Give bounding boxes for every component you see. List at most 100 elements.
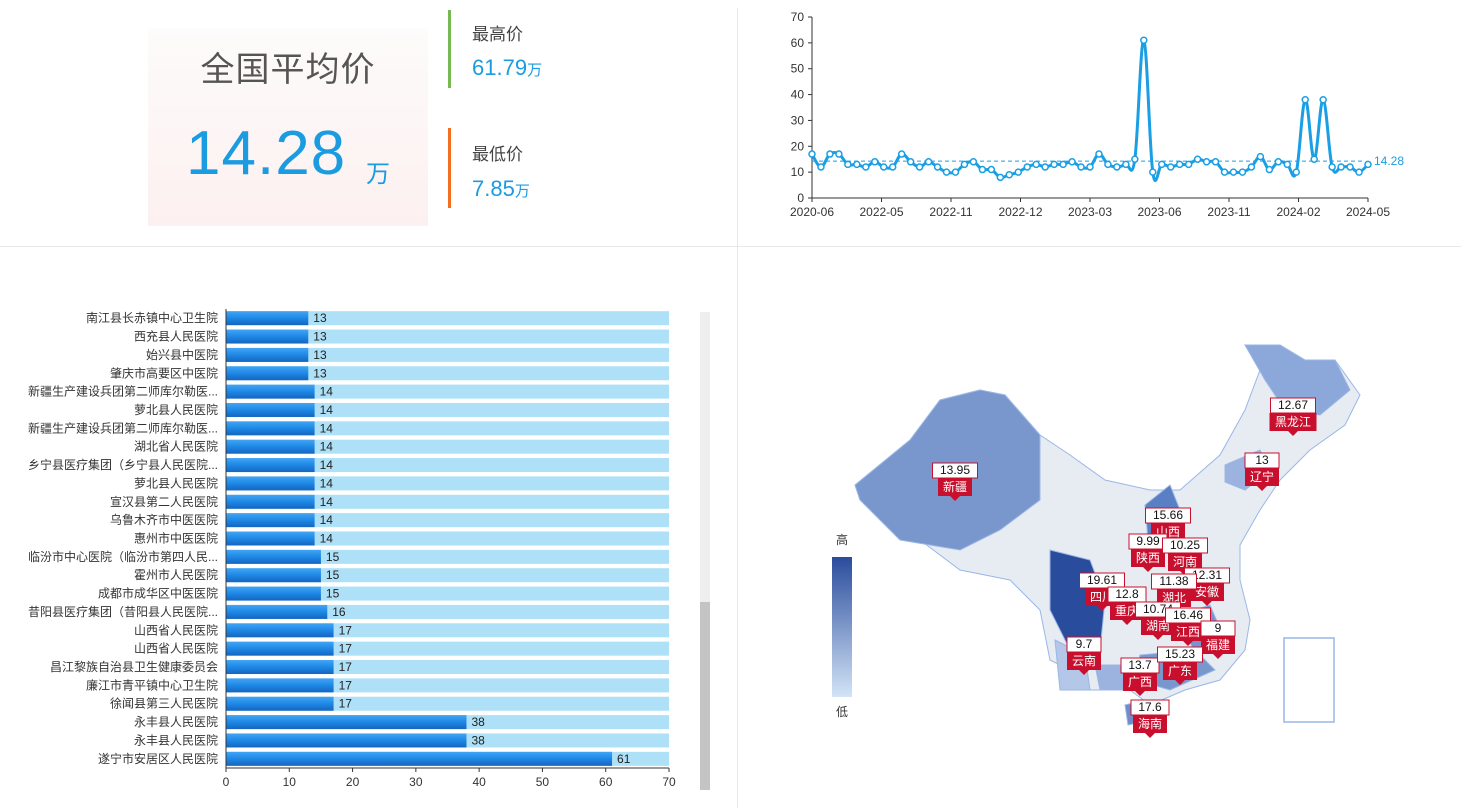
data-point <box>808 150 816 158</box>
map-region-name: 河南 <box>1173 554 1197 569</box>
category-label: 昌江黎族自治县卫生健康委员会 <box>50 659 218 674</box>
data-point <box>1337 163 1345 171</box>
data-point <box>1050 160 1058 169</box>
data-point <box>1274 158 1283 166</box>
bar-value-label: 14 <box>320 440 334 454</box>
map-value-label: 16.46 <box>1173 608 1203 622</box>
data-point <box>1175 160 1184 169</box>
map-pin-tip <box>1288 431 1298 436</box>
y-tick-label: 30 <box>791 113 805 127</box>
map-value-label: 15.66 <box>1153 508 1183 522</box>
category-label: 乡宁县医疗集团（乡宁县人民医院... <box>28 457 218 472</box>
category-label: 山西省人民医院 <box>134 623 218 637</box>
x-tick-label: 2022-11 <box>929 205 972 219</box>
data-point <box>1301 95 1309 104</box>
category-label: 成都市成华区中医医院 <box>98 586 218 601</box>
category-label: 廉江市青平镇中心卫生院 <box>86 677 218 692</box>
data-point <box>897 150 906 158</box>
chart-scrollbar-thumb[interactable] <box>700 602 710 790</box>
map-value-label: 9 <box>1215 621 1222 635</box>
x-tick-label: 30 <box>409 775 423 789</box>
bar-background <box>226 439 669 454</box>
vertical-divider <box>737 8 738 808</box>
chart-scrollbar-track[interactable] <box>700 312 710 790</box>
data-point <box>1157 160 1166 169</box>
price-line <box>810 38 1370 182</box>
bar-value-label: 15 <box>326 568 340 582</box>
map-label: 9.7 云南 <box>1066 636 1102 675</box>
bar <box>226 604 328 619</box>
map-region-name: 新疆 <box>943 479 967 494</box>
map-label: 13.95 新疆 <box>932 462 978 501</box>
bar <box>226 402 315 417</box>
data-point <box>1310 155 1318 163</box>
map-name-box <box>1190 583 1224 601</box>
data-point <box>1166 163 1175 171</box>
average-price-title: 全国平均价 <box>200 51 376 89</box>
bar <box>226 366 309 381</box>
bar-background <box>226 402 669 417</box>
map-value-label: 9.7 <box>1076 637 1093 651</box>
bar <box>226 549 321 564</box>
data-point <box>960 160 969 169</box>
bar-value-label: 14 <box>320 513 334 527</box>
max-price-label: 最高价 <box>472 25 523 44</box>
data-point <box>924 158 933 166</box>
y-tick-label: 10 <box>791 165 805 179</box>
price-trend-line-chart: 0 10 20 30 40 50 60 70 2020-06 2022-05 2022-11 2022… <box>790 10 1404 219</box>
data-point <box>1059 160 1067 169</box>
bar <box>226 568 321 583</box>
map-name-box <box>1201 636 1235 654</box>
map-region-name: 湖北 <box>1162 590 1186 605</box>
map-region-name: 辽宁 <box>1250 469 1274 484</box>
category-label: 乌鲁木齐市中医医院 <box>110 512 218 527</box>
map-pin-tip <box>1122 620 1132 625</box>
category-label: 永丰县人民医院 <box>134 715 218 729</box>
x-tick-label: 50 <box>536 775 550 789</box>
bar <box>226 458 315 473</box>
x-tick-label: 2023-03 <box>1068 205 1112 219</box>
data-point <box>1005 170 1014 179</box>
data-point <box>879 163 888 171</box>
map-value-label: 12.67 <box>1278 398 1308 412</box>
category-label: 湖北省人民医院 <box>134 439 218 454</box>
data-point <box>915 163 924 171</box>
map-region-name: 江西 <box>1176 625 1200 639</box>
bar <box>226 660 334 675</box>
legend-gradient-bar <box>832 557 852 697</box>
y-tick-label: 50 <box>791 62 805 76</box>
map-value-label: 11.38 <box>1159 574 1188 588</box>
bar-background <box>226 641 669 656</box>
map-label: 10.25 河南 <box>1162 537 1208 576</box>
map-label: 13.7 广西 <box>1120 657 1160 696</box>
map-region-name: 福建 <box>1206 637 1230 652</box>
map-name-box <box>1131 549 1165 567</box>
data-point <box>1283 160 1292 169</box>
x-tick-label: 20 <box>346 775 360 789</box>
bar <box>226 347 309 362</box>
bar <box>226 311 309 326</box>
map-value-label: 19.61 <box>1087 573 1117 587</box>
bar <box>226 531 315 546</box>
bar-value-label: 17 <box>339 697 353 711</box>
bar-value-label: 13 <box>313 330 327 344</box>
data-point <box>871 158 879 166</box>
average-line-label: 14.28 <box>1374 154 1404 168</box>
bar-background <box>226 366 669 381</box>
data-point <box>933 163 942 171</box>
bar <box>226 751 613 766</box>
hospital-price-bar-chart: 13 南江县长赤镇中心卫生院 13 西充县人民医院 13 始兴县中医院 13 肇庆市高要区中医… <box>28 309 710 790</box>
data-point <box>1355 168 1363 176</box>
category-label: 霍州市人民医院 <box>134 567 218 582</box>
data-point <box>996 173 1005 182</box>
map-name-box <box>1168 553 1202 571</box>
x-tick-label: 2023-06 <box>1137 205 1181 219</box>
data-point <box>1140 36 1148 45</box>
map-name-box <box>1171 623 1205 641</box>
map-pin-tip <box>1175 680 1185 685</box>
bar-value-label: 17 <box>339 623 353 637</box>
map-region-name: 重庆 <box>1115 604 1139 618</box>
south-china-sea-inset <box>1283 637 1335 723</box>
category-label: 遂宁市安居区人民医院 <box>98 751 218 766</box>
bar-value-label: 17 <box>339 678 353 692</box>
